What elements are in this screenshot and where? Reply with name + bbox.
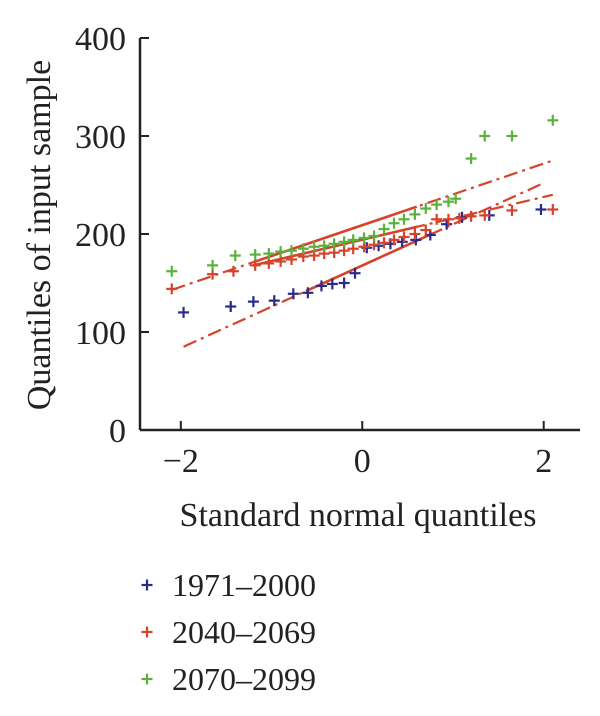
data-point: [249, 249, 261, 261]
data-point: [441, 218, 453, 230]
data-point: [287, 288, 299, 300]
data-point: [297, 243, 309, 255]
data-point: [368, 230, 380, 242]
data-point: [275, 255, 287, 267]
data-point: [349, 267, 361, 279]
legend: 1971–2000 2040–2069 2070–2099: [141, 567, 316, 697]
data-point: [225, 301, 237, 313]
fit-line-1971-2000-solid: [305, 232, 434, 293]
data-point: [442, 196, 454, 208]
data-point: [166, 265, 178, 277]
data-point: [308, 241, 320, 253]
data-point: [338, 236, 350, 248]
data-point: [388, 234, 400, 246]
data-point: [453, 212, 465, 224]
data-point: [535, 204, 547, 215]
data-point: [465, 153, 477, 165]
data-point: [315, 280, 327, 292]
legend-label: 2070–2099: [172, 661, 316, 697]
y-tick-label: 100: [75, 315, 126, 352]
data-point: [247, 296, 259, 308]
data-point: [178, 306, 190, 318]
legend-label: 2040–2069: [172, 614, 316, 650]
data-point: [450, 193, 462, 205]
data-point: [442, 213, 454, 225]
data-point: [378, 237, 390, 249]
data-point: [409, 208, 421, 220]
y-tick-label: 400: [75, 21, 126, 58]
data-point: [338, 277, 350, 289]
data-point: [465, 210, 477, 222]
data-point: [420, 224, 432, 236]
data-point: [378, 223, 390, 235]
data-point: [506, 204, 518, 216]
data-point: [398, 231, 410, 243]
data-point: [263, 257, 275, 269]
data-point: [326, 278, 338, 290]
data-point: [388, 217, 400, 229]
data-point: [479, 130, 491, 142]
legend-marker: [141, 626, 153, 638]
x-tick-label: 0: [354, 443, 371, 480]
data-point: [263, 248, 275, 260]
series-2: [166, 114, 559, 277]
data-point: [275, 246, 287, 258]
y-axis-label: Quantiles of input sample: [21, 60, 58, 410]
data-point: [398, 213, 410, 225]
legend-marker: [141, 579, 153, 591]
series-0: [178, 204, 547, 318]
data-point: [547, 204, 559, 215]
data-point: [396, 236, 408, 248]
data-point: [302, 287, 314, 299]
data-point: [318, 240, 330, 252]
x-tick-label: −2: [163, 443, 199, 480]
data-points: [166, 114, 559, 318]
data-point: [479, 209, 491, 221]
y-tick-label: 0: [109, 413, 126, 450]
y-tick-label: 300: [75, 119, 126, 156]
data-point: [347, 234, 359, 246]
data-point: [207, 259, 219, 271]
fit-line-2040-2069-lower-dashdot: [253, 193, 554, 267]
data-point: [249, 259, 261, 271]
legend-marker: [141, 673, 153, 685]
x-axis-label: Standard normal quantiles: [180, 497, 537, 534]
data-point: [506, 130, 518, 142]
data-point: [166, 283, 178, 295]
data-point: [420, 203, 432, 215]
data-point: [409, 228, 421, 240]
x-ticks: −2 0 2: [163, 421, 552, 480]
data-point: [229, 250, 241, 262]
axes: 0 100 200 300 400 −2 0 2: [75, 21, 580, 480]
data-point: [328, 238, 340, 250]
series-1: [166, 204, 559, 295]
data-point: [286, 245, 298, 257]
data-point: [268, 295, 280, 307]
data-point: [547, 114, 559, 126]
y-ticks: 0 100 200 300 400: [75, 21, 149, 450]
data-point: [358, 232, 370, 244]
legend-label: 1971–2000: [172, 567, 316, 603]
data-point: [431, 213, 443, 225]
data-point: [431, 199, 443, 211]
fit-lines: [171, 159, 554, 348]
x-tick-label: 2: [535, 443, 552, 480]
y-tick-label: 200: [75, 217, 126, 254]
data-point: [227, 265, 239, 277]
